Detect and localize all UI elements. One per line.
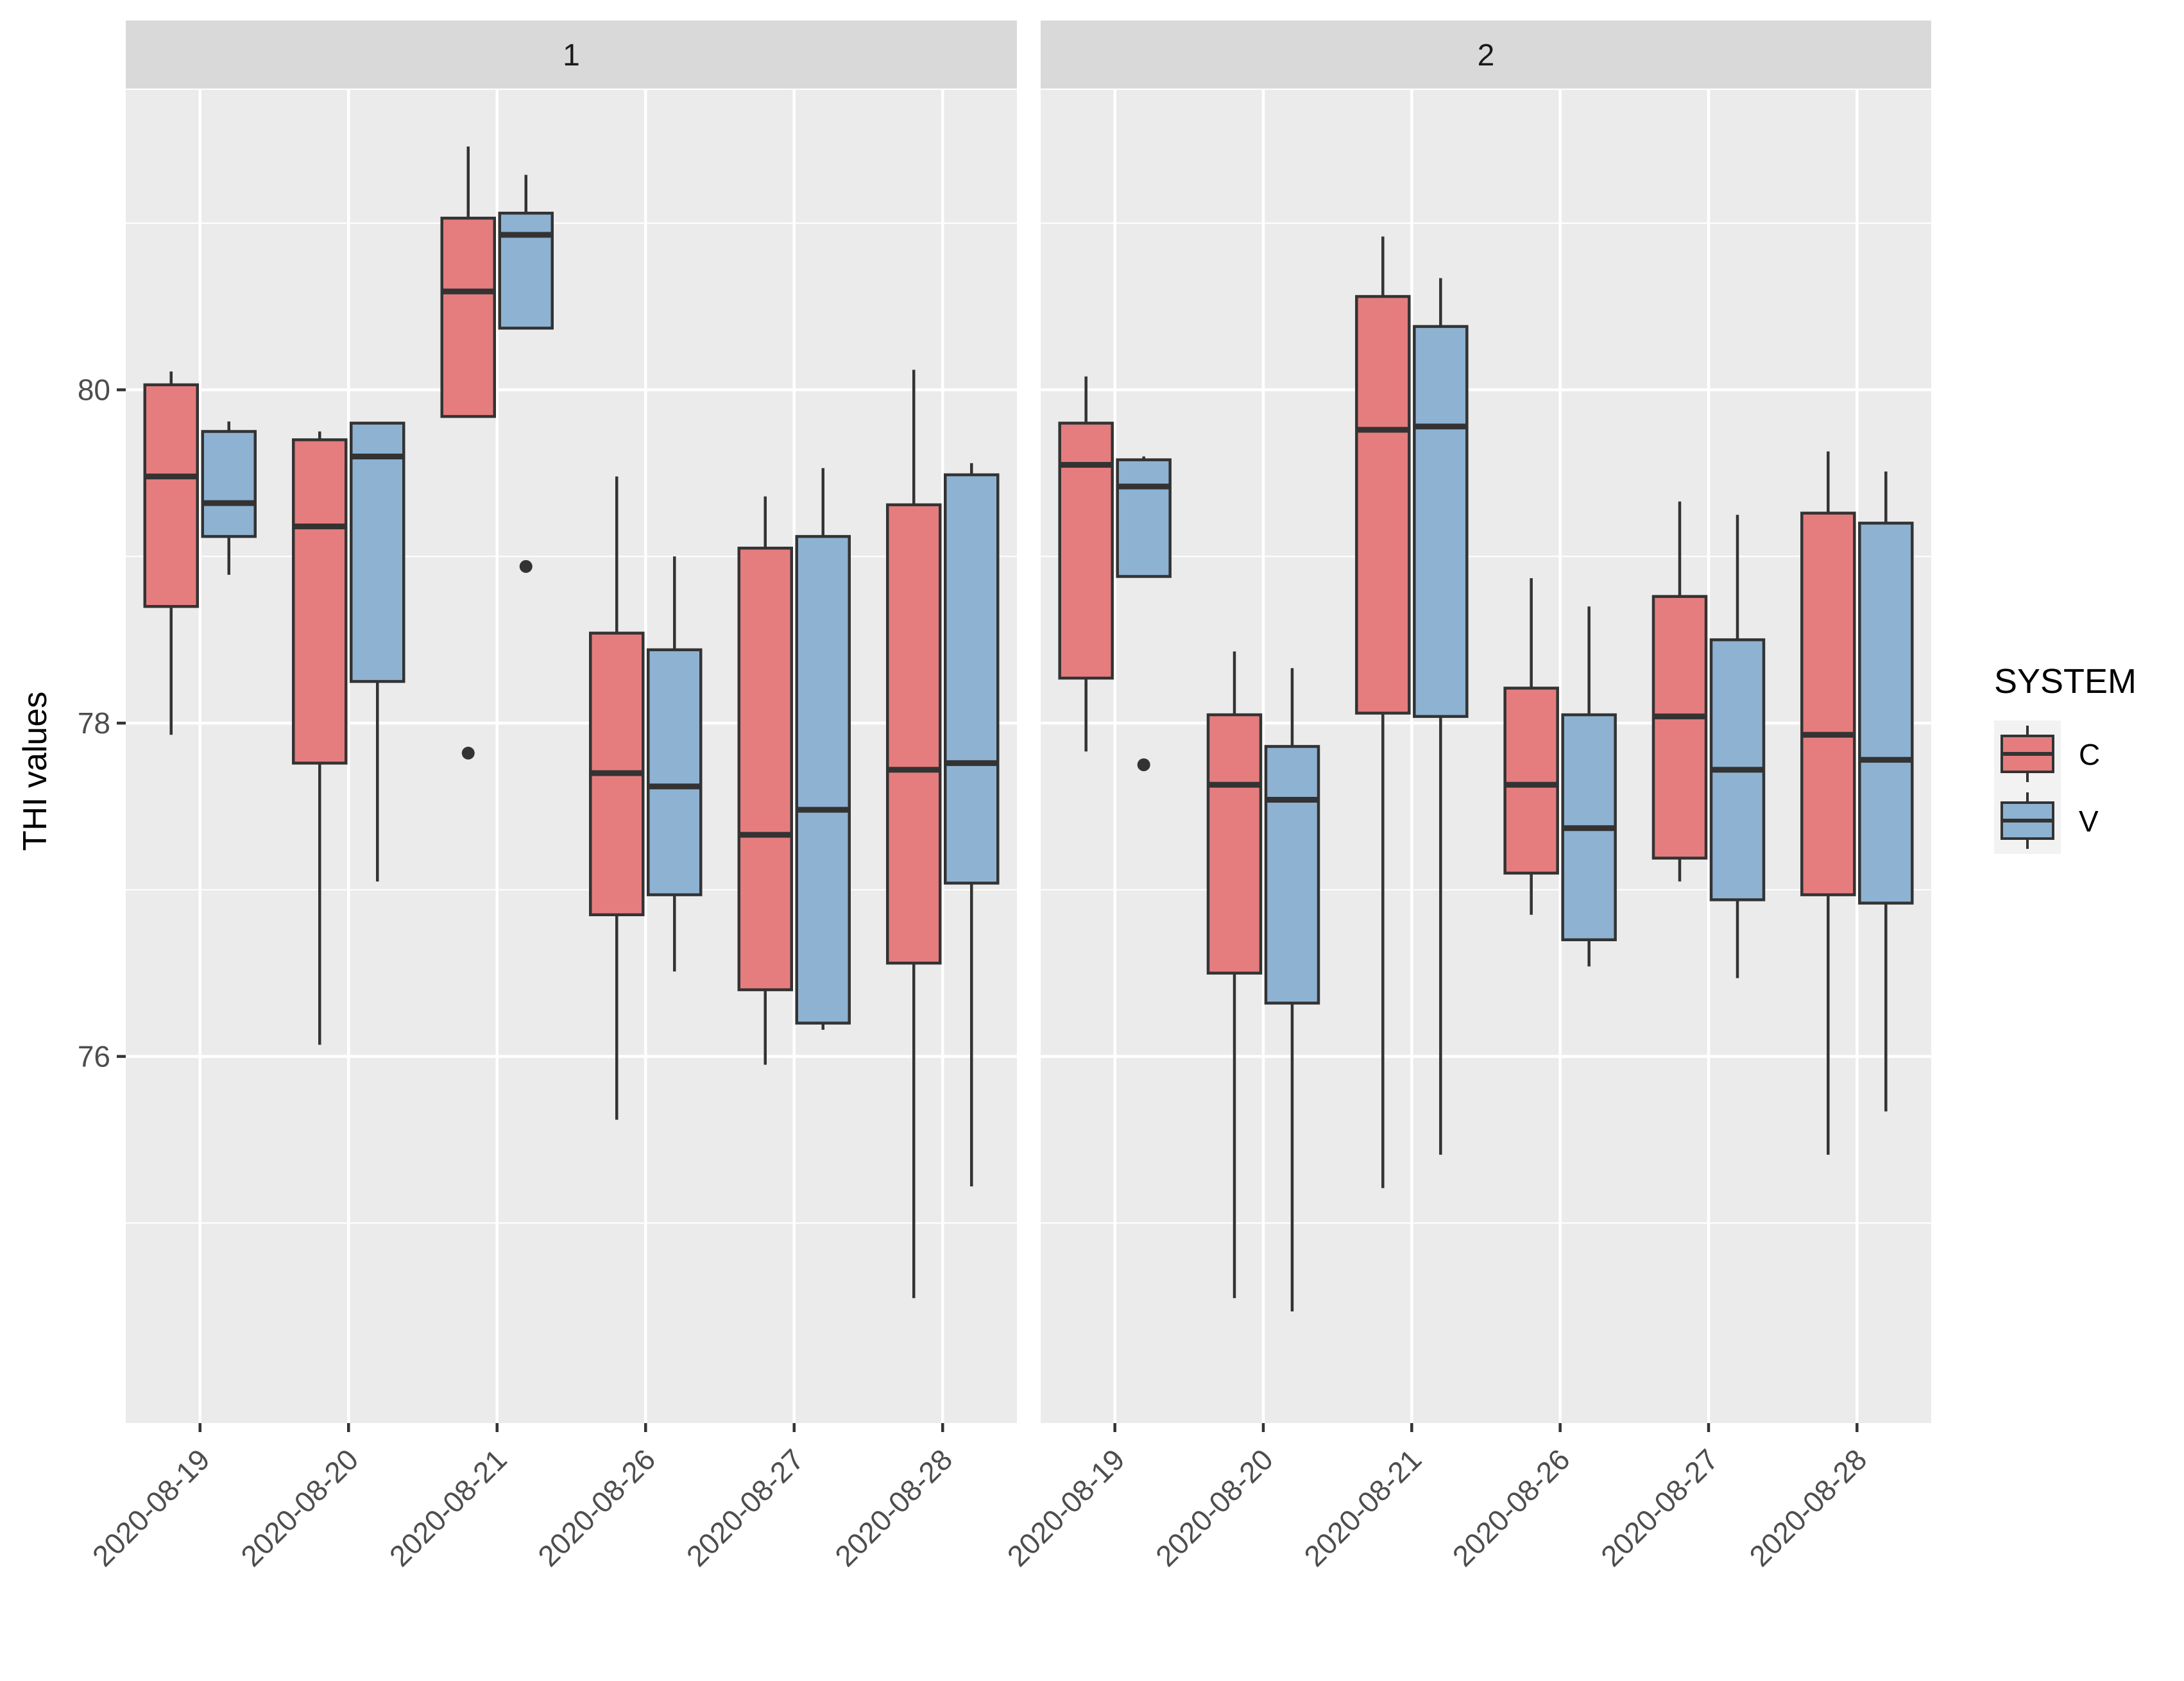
box-body	[498, 211, 554, 330]
box-body	[440, 216, 496, 418]
box-body	[886, 503, 942, 965]
box-V-2020-08-26	[1561, 606, 1617, 967]
box-body	[944, 473, 1000, 885]
box-body	[1206, 713, 1263, 975]
box-C-2020-08-28	[886, 370, 942, 1299]
box-body	[143, 383, 199, 608]
box-body	[795, 534, 851, 1025]
box-body	[1058, 422, 1114, 680]
legend-entry-label: C	[2079, 738, 2100, 771]
box-V-2020-08-21	[1413, 278, 1469, 1155]
box-body	[737, 547, 793, 991]
box-V-2020-08-21	[498, 175, 554, 573]
box-body	[1413, 325, 1469, 718]
legend-entries: CV	[1994, 721, 2100, 854]
box-V-2020-08-27	[795, 468, 851, 1030]
box-V-2020-08-20	[1264, 668, 1320, 1311]
box-C-2020-08-21	[1355, 236, 1411, 1188]
box-body	[1503, 687, 1559, 875]
box-C-2020-08-20	[292, 431, 348, 1045]
box-body	[1651, 595, 1708, 860]
box-C-2020-08-26	[1503, 578, 1559, 915]
y-tick-label: 80	[78, 373, 110, 407]
box-C-2020-08-19	[1058, 376, 1114, 752]
outlier-point	[519, 559, 533, 573]
box-V-2020-08-28	[1858, 471, 1914, 1112]
box-V-2020-08-26	[647, 556, 703, 972]
box-V-2020-08-27	[1709, 515, 1766, 978]
y-tick-label: 76	[78, 1040, 110, 1073]
legend-title: SYSTEM	[1994, 662, 2137, 701]
box-body	[1264, 745, 1320, 1005]
legend: SYSTEM CV	[1994, 662, 2137, 854]
y-tick-label: 78	[78, 706, 110, 740]
box-C-2020-08-21	[440, 146, 496, 760]
box-V-2020-08-28	[944, 463, 1000, 1187]
facet-strip	[1041, 21, 1931, 89]
panel-background	[126, 90, 1017, 1423]
box-C-2020-08-26	[589, 476, 645, 1120]
outlier-point	[461, 746, 475, 760]
box-body	[1116, 458, 1172, 578]
legend-entry-C: C	[1994, 721, 2100, 787]
panel-2: 2	[1041, 21, 1931, 1423]
box-body	[201, 430, 257, 538]
box-body	[292, 438, 348, 765]
box-body	[1800, 511, 1856, 896]
box-C-2020-08-28	[1800, 451, 1856, 1155]
box-body	[1355, 294, 1411, 715]
legend-entry-label: V	[2079, 805, 2099, 838]
facet-strip	[126, 21, 1017, 89]
box-C-2020-08-19	[143, 371, 199, 735]
box-body	[350, 422, 405, 683]
panel-1: 1	[126, 21, 1017, 1423]
facet-strip-label: 1	[563, 38, 580, 73]
box-body	[1858, 522, 1914, 905]
legend-entry-V: V	[1994, 787, 2099, 854]
box-V-2020-08-20	[350, 422, 405, 882]
box-V-2020-08-19	[1116, 456, 1172, 771]
box-V-2020-08-19	[201, 421, 257, 575]
panel-background	[1041, 90, 1931, 1423]
y-axis-title: THI values	[17, 692, 54, 851]
box-C-2020-08-27	[737, 496, 793, 1065]
box-body	[647, 648, 703, 896]
box-C-2020-08-20	[1206, 651, 1263, 1299]
box-C-2020-08-27	[1651, 501, 1708, 882]
facet-strip-label: 2	[1478, 38, 1495, 73]
outlier-point	[1137, 758, 1150, 771]
